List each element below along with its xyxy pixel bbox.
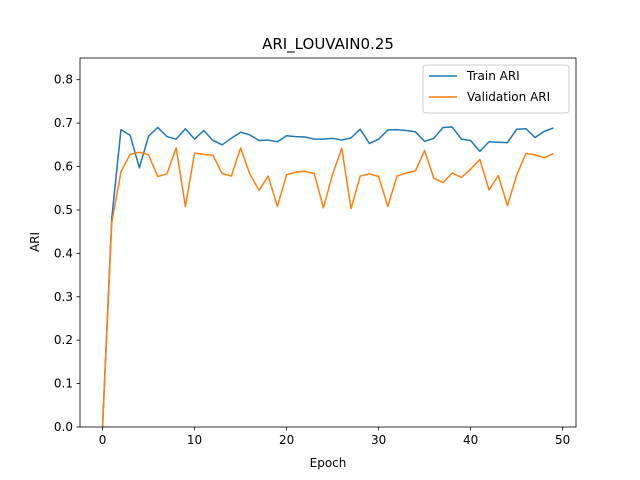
y-tick-label: 0.0 — [54, 420, 73, 434]
series-line-0 — [101, 126, 554, 428]
chart-title: ARI_LOUVAIN0.25 — [262, 35, 394, 54]
x-axis-label: Epoch — [310, 456, 347, 470]
x-tick-label: 50 — [555, 433, 570, 447]
legend-label-0: Train ARI — [466, 69, 520, 83]
series-line-1 — [101, 147, 554, 428]
axis-ticks: 0 10 20 30 40 50 0.0 0.1 0.2 0.3 0.4 0.5 0.6 0.7 0.8 — [54, 73, 570, 447]
legend-box — [422, 64, 570, 114]
x-tick-label: 0 — [99, 433, 107, 447]
legend-label-1: Validation ARI — [467, 90, 550, 104]
y-tick-label: 0.5 — [54, 203, 73, 217]
x-tick-label: 30 — [371, 433, 386, 447]
x-tick-label: 20 — [279, 433, 294, 447]
y-tick-label: 0.8 — [54, 73, 73, 87]
y-axis-label: ARI — [28, 232, 42, 252]
plot-area — [79, 57, 577, 428]
y-tick-label: 0.2 — [54, 333, 73, 347]
legend: Train ARI Validation ARI — [422, 64, 570, 114]
y-tick-label: 0.3 — [54, 290, 73, 304]
y-tick-label: 0.4 — [54, 246, 73, 260]
x-tick-label: 10 — [187, 433, 202, 447]
x-tick-label: 40 — [463, 433, 478, 447]
y-tick-label: 0.7 — [54, 116, 73, 130]
y-tick-label: 0.6 — [54, 160, 73, 174]
axes-frame — [79, 57, 577, 428]
y-tick-label: 0.1 — [54, 377, 73, 391]
